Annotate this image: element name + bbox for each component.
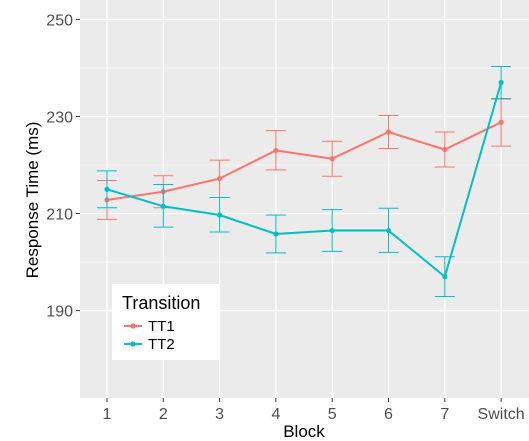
data-point: [104, 186, 110, 192]
series-line: [106, 121, 502, 201]
legend-title: Transition: [122, 293, 200, 313]
y-axis: 190 210 230 250: [46, 12, 80, 321]
data-point: [442, 146, 448, 153]
series-TT2: [97, 65, 512, 298]
x-tick-label: Switch: [478, 406, 525, 423]
data-point: [217, 176, 223, 182]
x-tick-label: 6: [384, 406, 393, 423]
data-point: [385, 227, 392, 234]
legend-label: TT1: [148, 318, 175, 335]
x-tick-label: 3: [215, 406, 224, 423]
series-TT1: [97, 98, 512, 220]
y-axis-title: Response Time (ms): [23, 122, 42, 279]
y-tick-label: 190: [46, 304, 73, 321]
legend-key-point: [130, 323, 136, 329]
y-tick-label: 210: [46, 207, 73, 224]
x-tick-label: 7: [440, 406, 449, 423]
x-tick-label: 4: [271, 406, 280, 423]
y-tick-label: 250: [46, 12, 73, 29]
series-layer: [97, 65, 512, 298]
y-tick-label: 230: [46, 109, 73, 126]
data-point: [273, 147, 279, 154]
data-point: [385, 129, 392, 135]
data-point: [498, 119, 504, 125]
data-point: [329, 227, 335, 234]
x-axis: 1 2 3 4 5 6 7 Switch: [103, 398, 525, 423]
x-tick-label: 2: [159, 406, 168, 423]
x-axis-title: Block: [283, 422, 325, 441]
data-point: [329, 156, 335, 162]
series-line: [106, 82, 503, 279]
legend-key-point: [130, 341, 136, 347]
data-point: [217, 212, 223, 218]
data-point: [273, 231, 279, 237]
data-point: [498, 79, 504, 86]
legend-label: TT2: [148, 336, 175, 353]
data-point: [442, 274, 448, 280]
x-tick-label: 1: [103, 406, 112, 423]
x-tick-label: 5: [328, 406, 337, 423]
legend-background: [112, 284, 220, 360]
data-point: [160, 203, 166, 209]
